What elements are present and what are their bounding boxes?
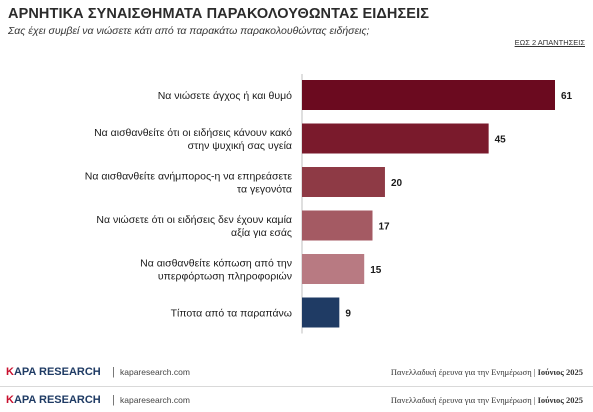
chart-subtitle: Σας έχει συμβεί να νιώσετε κάτι από τα π…: [8, 25, 370, 37]
brand-logo: KAPA RESEARCH: [6, 394, 101, 406]
footer: KAPA RESEARCH | kaparesearch.com Πανελλα…: [0, 364, 593, 384]
bar-chart: 61 Να νιώσετε άγχος ή και θυμό 45 Να αισθαν…: [85, 74, 573, 334]
bar-5: [302, 297, 340, 328]
footer-separator: |: [112, 394, 115, 406]
value-label-0: 61: [561, 91, 573, 102]
chart-title: ΑΡΝΗΤΙΚΑ ΣΥΝΑΙΣΘΗΜΑΤΑ ΠΑΡΑΚΟΛΟΥΘΩΝΤΑΣ ΕΙ…: [8, 6, 430, 22]
value-label-3: 17: [379, 222, 391, 233]
value-label-2: 20: [391, 178, 403, 189]
bar-2: [302, 167, 385, 197]
brand-logo: KAPA RESEARCH: [6, 366, 101, 378]
category-label-2: Να αισθανθείτε ανήμπορος-η να επηρεάσετε…: [85, 171, 293, 196]
value-label-4: 15: [370, 265, 382, 276]
answers-note: ΕΩΣ 2 ΑΠΑΝΤΗΣΕΙΣ: [514, 38, 585, 47]
bar-4: [302, 254, 365, 284]
category-label-0: Να νιώσετε άγχος ή και θυμό: [158, 90, 292, 102]
bar-0: [302, 80, 555, 110]
category-label-4: Να αισθανθείτε κόπωση από την υπερφόρτωση…: [140, 258, 292, 283]
bar-3: [302, 210, 373, 241]
value-label-1: 45: [495, 135, 507, 146]
category-label-3: Να νιώσετε ότι οι ειδήσεις δεν έχουν καμ…: [96, 214, 292, 239]
category-label-5: Τίποτα από τα παραπάνω: [171, 308, 292, 320]
footer-url: kaparesearch.com: [120, 367, 190, 377]
category-label-1: Να αισθανθείτε ότι οι ειδήσεις κάνουν κα…: [94, 127, 292, 152]
footer-survey: Πανελλαδική έρευνα για την Ενημέρωση | Ι…: [390, 395, 583, 405]
footer-survey: Πανελλαδική έρευνα για την Ενημέρωση | Ι…: [390, 367, 583, 377]
footer-url: kaparesearch.com: [120, 395, 190, 405]
value-label-5: 9: [345, 309, 351, 320]
footer-separator: |: [112, 366, 115, 378]
bar-1: [302, 123, 489, 154]
footer-divider: [0, 386, 593, 387]
footer-duplicate: KAPA RESEARCH | kaparesearch.com Πανελλα…: [0, 392, 593, 412]
